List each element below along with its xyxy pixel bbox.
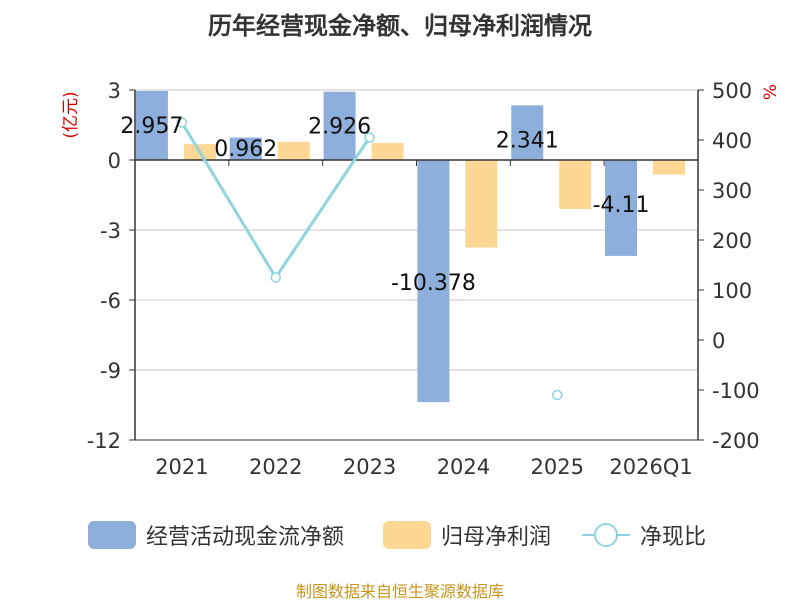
legend-swatch-cashflow (88, 521, 136, 549)
bar-cashflow (605, 160, 638, 256)
legend-item-ratio[interactable]: 净现比 (582, 515, 706, 555)
bar-cashflow (229, 137, 262, 160)
source-note: 制图数据来自恒生聚源数据库 (295, 582, 504, 601)
chart-canvas: 3 0 -3 -6 -9 -12 500 400 300 200 100 0 -100 -200 (亿元)%… (61, 79, 781, 479)
cashflow-data-label: 2.926 (308, 115, 371, 140)
bar-cashflow (135, 91, 168, 160)
cashflow-data-label: 2.957 (120, 114, 183, 139)
bar-cashflow (417, 160, 450, 403)
ratio-line-segment (274, 136, 371, 279)
x-axis-tick-label: 2023 (343, 455, 396, 479)
bar-profit (559, 160, 592, 209)
cashflow-data-label: -10.378 (391, 271, 476, 296)
right-axis-tick-label: 0 (712, 329, 725, 353)
bar-profit (277, 141, 310, 160)
legend-line-ratio-icon (582, 521, 630, 549)
ratio-point (270, 272, 281, 283)
left-axis-tick-label: -6 (100, 289, 121, 313)
right-axis-tick-label: 200 (712, 229, 752, 253)
left-axis-unit-label: (亿元) (61, 91, 81, 138)
ratio-line-segment (180, 121, 278, 279)
cashflow-data-label: -4.11 (593, 193, 650, 218)
bar-profit (465, 160, 498, 248)
cashflow-data-label: 0.962 (214, 137, 277, 162)
ratio-point (552, 389, 563, 401)
left-axis-tick-label: 0 (108, 149, 121, 173)
legend-swatch-profit (383, 521, 431, 549)
legend: 经营活动现金流净额 归母净利润 净现比 (0, 515, 800, 555)
bar-cashflow (511, 105, 544, 160)
legend-item-profit[interactable]: 归母净利润 (383, 515, 551, 555)
chart-title: 历年经营现金净额、归母净利润情况 (208, 12, 592, 40)
left-axis-tick-label: -3 (100, 219, 121, 243)
right-axis-tick-label: 500 (712, 79, 752, 103)
legend-label-ratio: 净现比 (640, 525, 707, 550)
bar-profit (371, 142, 404, 160)
x-axis-tick-label: 2024 (437, 455, 490, 479)
right-axis-tick-label: 400 (712, 129, 752, 153)
x-axis-tick-label: 2026Q1 (609, 455, 692, 479)
x-axis-tick-label: 2025 (531, 455, 584, 479)
cashflow-data-label: 2.341 (496, 128, 559, 153)
ratio-point (176, 117, 188, 128)
left-axis-tick-label: 3 (108, 79, 121, 103)
right-axis-tick-label: 300 (712, 179, 752, 203)
right-axis-unit-label: % (761, 84, 781, 100)
legend-item-cashflow[interactable]: 经营活动现金流净额 (88, 515, 344, 555)
legend-label-profit: 归母净利润 (441, 525, 552, 550)
right-axis-tick-label: -100 (712, 379, 760, 403)
right-axis-tick-label: 100 (712, 279, 752, 303)
ratio-point (364, 132, 375, 143)
left-axis-tick-label: -9 (100, 359, 121, 383)
right-axis-tick-label: -200 (712, 429, 760, 453)
x-axis-tick-label: 2022 (249, 455, 302, 479)
x-axis-tick-label: 2021 (155, 455, 208, 479)
bar-profit (653, 160, 686, 175)
left-axis-tick-label: -12 (87, 429, 121, 453)
bar-cashflow (323, 91, 356, 160)
legend-label-cashflow: 经营活动现金流净额 (146, 525, 345, 550)
